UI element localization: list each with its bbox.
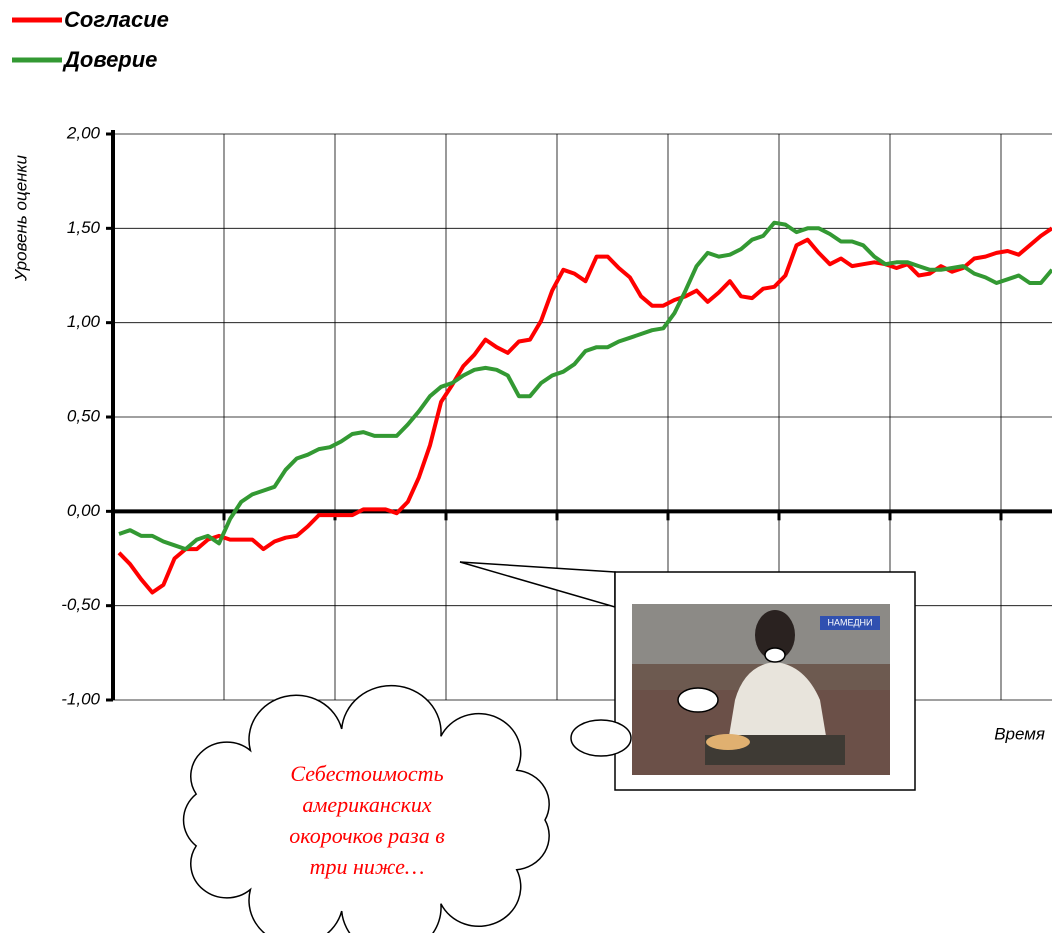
cloud-text-line: окорочков раза в: [289, 823, 445, 848]
y-tick-label: 2,00: [66, 123, 101, 142]
thought-bubble: [570, 719, 632, 757]
callout: НАМЕДНИ: [459, 561, 916, 791]
y-tick-label: 1,50: [67, 218, 101, 237]
cloud-text-line: Себестоимость: [290, 761, 443, 786]
callout-pointer: [459, 561, 616, 608]
cloud-text-line: три ниже…: [310, 854, 425, 879]
plot-lines: [117, 220, 1052, 595]
y-axis-label: Уровень оценки: [11, 154, 30, 282]
cloud-text: Себестоимость американских окорочков раза …: [289, 761, 445, 879]
y-tick-label: 0,00: [67, 501, 101, 520]
series-line: [118, 220, 1052, 552]
thought-bubble: [677, 687, 719, 713]
photo-head: [755, 610, 795, 660]
legend-label: Доверие: [62, 47, 157, 72]
thought-bubble: [764, 647, 786, 663]
y-tick-label: 1,00: [67, 312, 101, 331]
y-tick-label: 0,50: [67, 406, 101, 425]
series-line: [117, 226, 1052, 595]
x-axis-label: Время: [994, 724, 1045, 743]
y-tick-label: -1,00: [61, 689, 100, 708]
y-tick-label: -0,50: [61, 595, 100, 614]
photo-meat: [706, 734, 750, 750]
cloud-text-line: американских: [302, 792, 432, 817]
legend-label: Согласие: [64, 7, 169, 32]
photo-logo: [820, 616, 880, 630]
photo-caption: НАМЕДНИ: [827, 617, 872, 627]
thought-cloud: [182, 684, 550, 933]
